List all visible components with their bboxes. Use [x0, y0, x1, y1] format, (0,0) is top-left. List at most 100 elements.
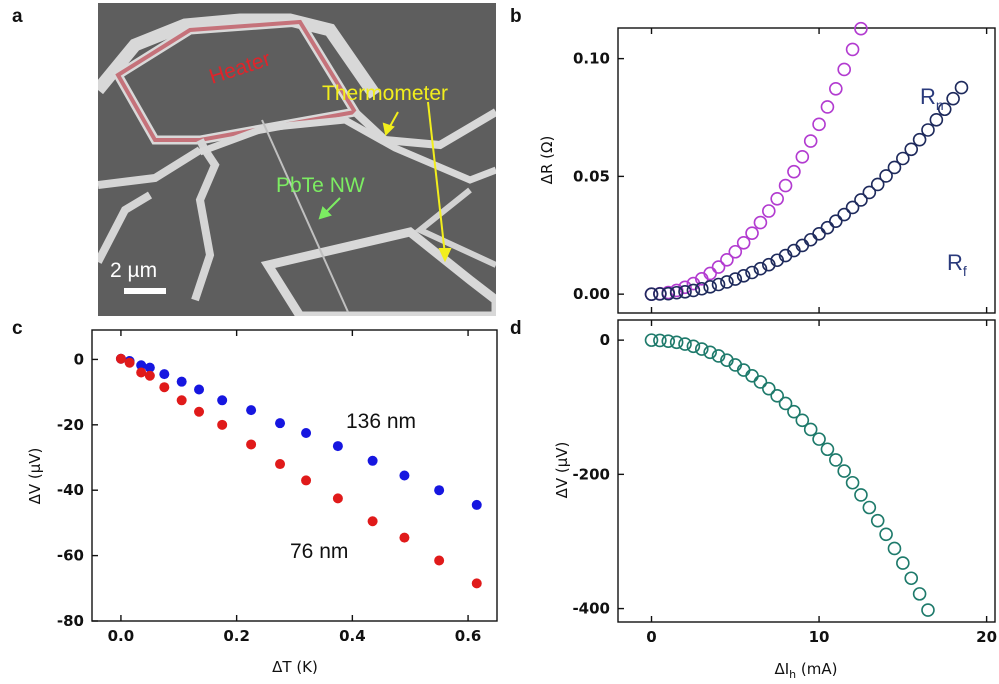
- data-point-b-rf: [946, 91, 960, 106]
- data-point-b-rf: [887, 160, 902, 175]
- data-point-c-76-nm: [159, 382, 170, 393]
- chart-c: 0.0 0.2 0.4 0.6 0 -20 -40 -60 -80 ΔT (K) ΔV (µV): [26, 329, 498, 676]
- data-point-b-rf: [803, 232, 818, 247]
- data-point-c-76-nm: [301, 475, 312, 486]
- nanowire: [261, 119, 349, 313]
- data-point-b-rf: [879, 169, 893, 183]
- data-point-b-rf: [678, 285, 692, 299]
- data-point-b-rf: [753, 261, 768, 276]
- data-point-b-rf: [829, 214, 843, 228]
- data-point-b-rn: [837, 62, 852, 77]
- data-point-d-series: [820, 442, 835, 457]
- nanowire-arrow-head: [318, 206, 332, 220]
- y-tick-label-d: -400: [572, 600, 610, 618]
- chart-d: 0 10 20 0 -200 -400 ΔIh (mA) ΔV (µV): [553, 319, 997, 681]
- series-label-rn: Rn: [920, 84, 944, 113]
- y-tick-label-c: -80: [57, 612, 84, 630]
- thermometer-upper-trace: [352, 108, 496, 150]
- data-point-d-series: [787, 404, 801, 419]
- data-point-b-rf: [812, 227, 826, 241]
- left-lead-lower: [98, 191, 153, 264]
- data-point-b-rn: [720, 252, 734, 267]
- data-point-c-76-nm: [194, 406, 205, 417]
- x-tick-label-c: 0.2: [223, 627, 250, 645]
- data-point-d-series: [812, 432, 826, 446]
- x-tick-label-d: 20: [976, 628, 997, 646]
- data-point-c-136-nm: [194, 384, 205, 395]
- scale-bar-label: 2 µm: [110, 259, 157, 282]
- data-point-d-series: [795, 413, 810, 428]
- data-point-b-rf: [711, 277, 726, 292]
- data-point-b-rf: [896, 151, 910, 166]
- data-point-b-rf: [921, 123, 935, 137]
- data-point-d-series: [669, 335, 684, 350]
- panel-letter-d: d: [510, 318, 522, 339]
- series-label-76nm: 76 nm: [290, 540, 348, 563]
- thermometer-arrow-2-head: [438, 248, 452, 263]
- data-point-b-rn: [770, 191, 784, 206]
- data-point-b-rn: [745, 226, 759, 240]
- data-point-b-rn: [803, 134, 818, 148]
- data-point-d-series: [644, 333, 659, 347]
- data-point-c-136-nm: [159, 369, 170, 380]
- left-lead-upper: [98, 146, 203, 189]
- data-point-b-rn: [787, 164, 801, 179]
- data-point-c-76-nm: [136, 367, 147, 378]
- data-point-b-rn: [753, 215, 768, 230]
- data-point-d-series: [753, 375, 768, 389]
- data-point-d-series: [661, 334, 676, 348]
- data-point-d-series: [711, 349, 726, 363]
- data-point-c-76-nm: [144, 370, 155, 381]
- data-point-b-rn: [845, 42, 860, 57]
- x-tick-label-c: 0.0: [108, 627, 135, 645]
- data-point-b-rn: [795, 150, 810, 164]
- panel-letter-c: c: [12, 318, 23, 339]
- data-point-b-rf: [845, 200, 860, 215]
- scale-bar: [124, 288, 166, 294]
- y-tick-label-c: 0: [74, 350, 84, 368]
- data-point-b-rf: [862, 185, 877, 200]
- data-point-b-rn: [829, 81, 843, 96]
- sem-image-panel: Heater Thermometer PbTe NW 2 µm: [98, 3, 496, 316]
- thermometer-arrow-1-head: [382, 122, 395, 137]
- plot-frame-c: [91, 329, 498, 622]
- data-point-b-rn: [711, 260, 726, 274]
- data-point-c-136-nm: [301, 427, 312, 438]
- data-point-b-rn: [736, 236, 751, 250]
- data-point-d-series: [837, 464, 852, 478]
- data-point-b-rn: [728, 244, 743, 259]
- data-point-d-series: [879, 527, 893, 542]
- data-point-c-76-nm: [246, 439, 257, 450]
- y-tick-label-d: -200: [572, 465, 610, 483]
- data-point-b-rf: [929, 113, 944, 127]
- y-axis-label-d: ΔV (µV): [553, 442, 571, 499]
- data-point-d-series: [845, 475, 860, 490]
- data-point-b-rf: [703, 280, 717, 294]
- data-point-d-series: [829, 453, 843, 467]
- data-point-d-series: [778, 396, 793, 411]
- data-point-b-rf: [745, 265, 759, 280]
- data-point-c-76-nm: [332, 493, 343, 504]
- chart-b: 0.00 0.05 0.10 ΔR (Ω): [538, 21, 996, 314]
- data-point-b-rf: [736, 268, 751, 283]
- panel-letter-a: a: [12, 6, 23, 27]
- thermometer-middle-trace: [198, 116, 496, 184]
- data-point-b-rn: [820, 100, 835, 114]
- data-point-d-series: [887, 541, 902, 556]
- plot-frame-b: [617, 27, 996, 314]
- data-point-b-rf: [761, 257, 776, 272]
- data-point-b-rn: [778, 178, 793, 193]
- y-tick-label-c: -20: [57, 416, 84, 434]
- data-point-b-rf: [694, 281, 709, 296]
- data-point-d-series: [770, 389, 784, 403]
- series-label-136nm: 136 nm: [346, 410, 416, 433]
- data-point-d-series: [761, 381, 776, 396]
- data-point-d-series: [678, 337, 692, 351]
- data-point-b-rf: [937, 102, 952, 117]
- data-point-b-rn: [761, 204, 776, 218]
- y-tick-label-c: -40: [57, 481, 84, 499]
- series-label-rf: Rf: [947, 250, 967, 279]
- y-axis-label-b: ΔR (Ω): [538, 136, 556, 185]
- data-point-c-76-nm: [124, 357, 135, 368]
- x-tick-label-c: 0.6: [455, 627, 482, 645]
